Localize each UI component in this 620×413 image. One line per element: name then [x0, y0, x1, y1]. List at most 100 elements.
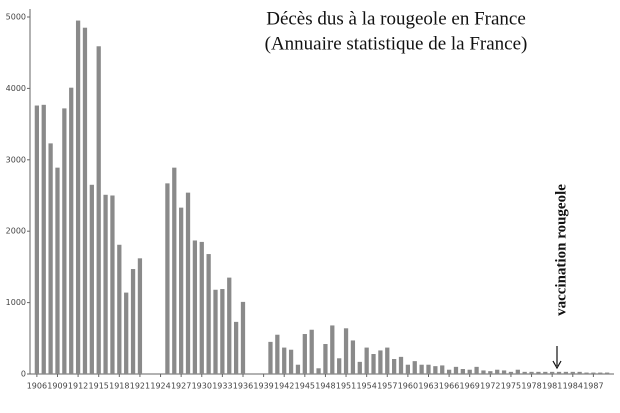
bar: [604, 372, 610, 374]
bar: [165, 183, 170, 374]
bar: [130, 269, 136, 374]
x-tick-label: 1921: [130, 382, 150, 391]
bar: [316, 368, 321, 374]
annotation-text: vaccination rougeole: [553, 184, 569, 316]
bar: [378, 350, 383, 374]
bar: [419, 364, 424, 374]
bar: [268, 341, 273, 374]
x-tick-label: 1972: [480, 382, 500, 391]
bar: [433, 366, 438, 374]
bar: [467, 369, 472, 374]
bar: [481, 370, 486, 374]
bar: [192, 240, 198, 374]
bar: [440, 365, 445, 374]
x-tick-label: 1942: [274, 382, 294, 391]
bar: [124, 292, 129, 374]
x-tick-label: 1945: [295, 382, 315, 391]
bar: [240, 301, 246, 374]
bar: [577, 371, 582, 374]
bar: [426, 364, 431, 374]
bar: [543, 371, 548, 374]
bar: [405, 364, 411, 374]
bar: [508, 371, 514, 374]
bar: [82, 27, 88, 375]
bar: [172, 167, 177, 374]
annotation-arrowhead: [552, 360, 562, 370]
y-tick-label: 1000: [6, 298, 26, 307]
bar: [309, 329, 314, 374]
x-tick-label: 1984: [563, 382, 583, 391]
bar: [227, 277, 232, 374]
x-tick-label: 1918: [109, 382, 129, 391]
bar: [515, 369, 520, 374]
bar: [488, 371, 493, 374]
y-tick-label: 0: [21, 370, 26, 379]
bar: [385, 347, 390, 374]
bar: [398, 356, 404, 374]
bar: [536, 371, 541, 374]
bar: [522, 371, 527, 374]
bar: [69, 87, 74, 374]
y-tick-label: 5000: [6, 13, 26, 22]
bar: [474, 366, 479, 374]
bar: [412, 361, 417, 374]
bar: [288, 349, 294, 374]
x-tick-label: 1930: [192, 382, 212, 391]
bar: [495, 369, 500, 374]
bar: [501, 370, 507, 374]
bar: [75, 20, 81, 374]
bar: [337, 358, 342, 374]
y-tick-label: 3000: [6, 155, 26, 164]
x-tick-label: 1975: [501, 382, 521, 391]
bar: [89, 184, 94, 374]
x-tick-label: 1981: [542, 382, 562, 391]
bar: [460, 369, 465, 374]
x-tick-label: 1987: [583, 382, 603, 391]
bar: [550, 371, 555, 374]
bar: [330, 325, 335, 374]
x-tick-label: 1948: [315, 382, 335, 391]
bar: [62, 108, 67, 374]
x-tick-label: 1957: [377, 382, 397, 391]
bar: [137, 258, 143, 374]
bar: [48, 143, 53, 374]
bar: [282, 347, 287, 374]
x-tick-label: 1954: [356, 382, 376, 391]
x-tick-label: 1963: [418, 382, 438, 391]
y-tick-label: 4000: [6, 84, 26, 93]
bar: [343, 328, 349, 374]
bar: [220, 289, 225, 374]
bar: [529, 371, 534, 374]
bar: [350, 340, 356, 374]
x-tick-label: 1939: [253, 382, 273, 391]
x-tick-label: 1912: [68, 382, 88, 391]
bar: [323, 344, 328, 374]
x-tick-label: 1936: [233, 382, 253, 391]
bar: [295, 364, 301, 374]
bar: [34, 105, 40, 374]
bar: [570, 371, 575, 374]
bar: [117, 244, 122, 374]
x-tick-label: 1960: [398, 382, 418, 391]
x-tick-label: 1906: [27, 382, 47, 391]
x-tick-label: 1951: [336, 382, 356, 391]
x-tick-label: 1933: [212, 382, 232, 391]
bar: [453, 366, 459, 374]
bar: [110, 195, 115, 374]
bar: [275, 334, 280, 374]
x-tick-label: 1966: [439, 382, 459, 391]
bar: [591, 372, 596, 374]
x-tick-label: 1969: [460, 382, 480, 391]
y-tick-label: 2000: [6, 227, 26, 236]
x-tick-label: 1978: [521, 382, 541, 391]
bar: [206, 254, 211, 374]
bar: [446, 369, 452, 374]
bar: [364, 347, 369, 374]
x-tick-label: 1924: [150, 382, 170, 391]
bar: [371, 354, 376, 374]
bar: [41, 104, 46, 375]
x-tick-label: 1909: [47, 382, 67, 391]
bar: [598, 372, 603, 374]
bar: [185, 192, 191, 374]
